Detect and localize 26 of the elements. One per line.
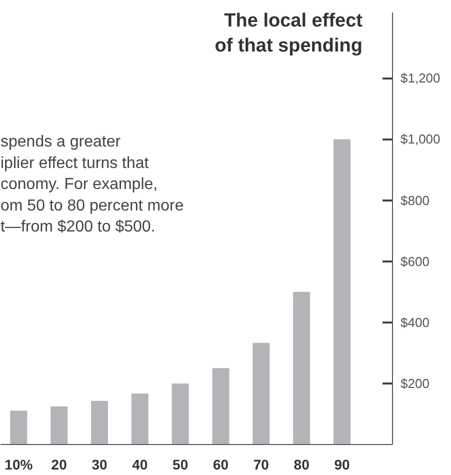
x-tick-label: 10% — [4, 456, 34, 472]
x-tick-label: 40 — [132, 456, 148, 472]
y-tick-label: $200 — [400, 376, 430, 391]
bar — [334, 139, 350, 444]
bar — [212, 368, 230, 444]
y-tick-label: $600 — [400, 254, 430, 269]
y-tick-label: $1,200 — [400, 70, 440, 86]
x-tick-label: 90 — [334, 456, 350, 472]
y-tick-label: $400 — [400, 314, 430, 330]
bar — [252, 342, 270, 444]
y-tick-label: $1,000 — [400, 132, 440, 147]
x-tick-label: 60 — [212, 456, 229, 472]
bar — [172, 383, 189, 444]
x-tick-label: 50 — [172, 456, 188, 472]
x-tick-label: 70 — [253, 456, 270, 472]
x-tick-label: 20 — [51, 456, 68, 472]
bar — [50, 406, 68, 444]
bar — [10, 410, 28, 444]
x-tick-label: 80 — [294, 456, 310, 472]
text: The local effect of that spending — [214, 10, 364, 57]
bar — [293, 292, 310, 444]
bar — [131, 394, 148, 444]
bar — [91, 400, 108, 444]
x-tick-label: 30 — [92, 456, 108, 472]
y-tick-label: $800 — [400, 192, 430, 208]
annotation: spends a greater iplier effect turns that conomy. For example, om 50 to 80 percent more t—from $200 to $500. — [0, 134, 184, 236]
